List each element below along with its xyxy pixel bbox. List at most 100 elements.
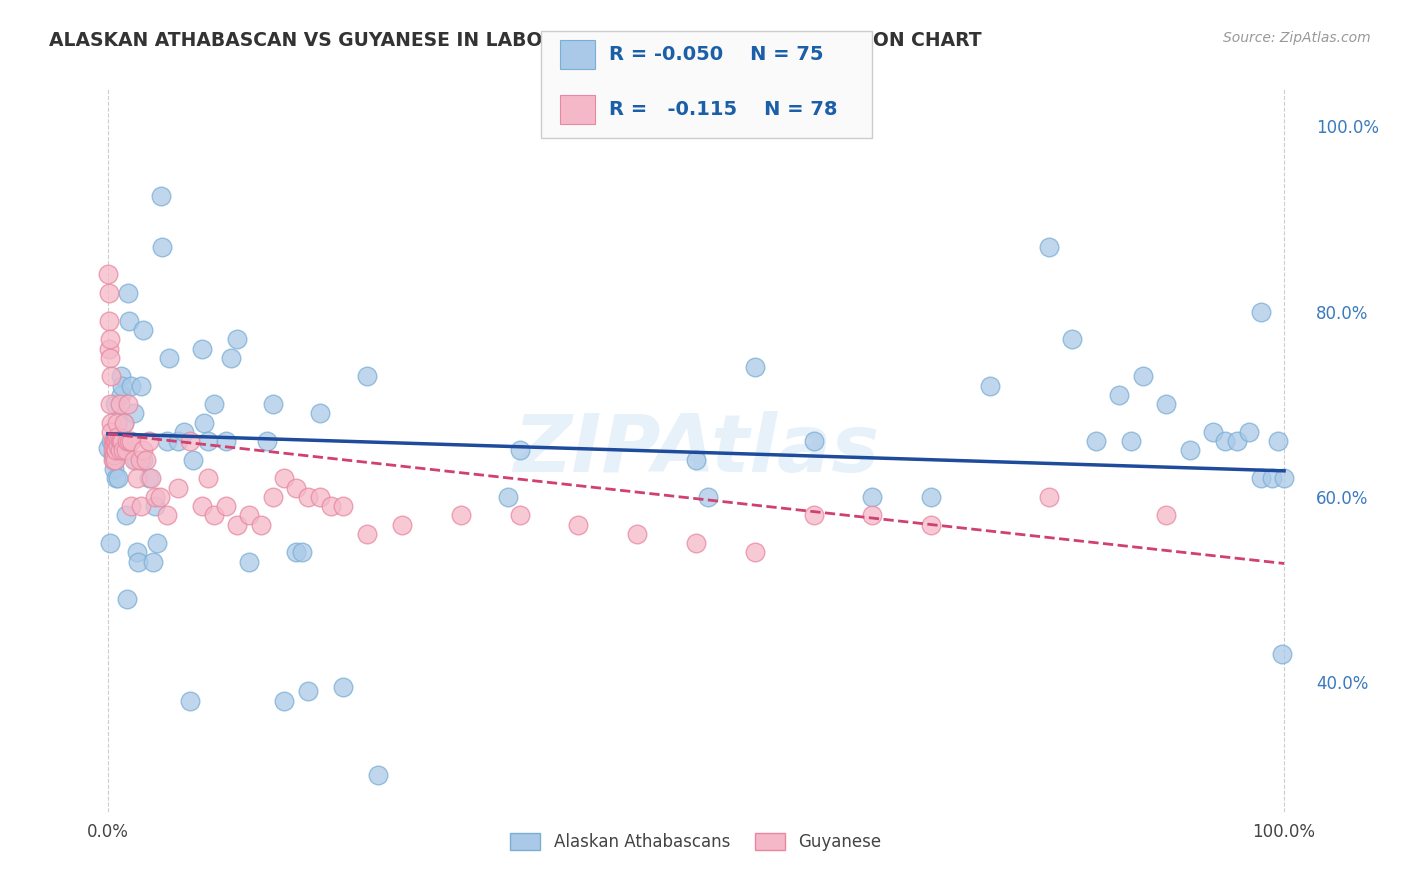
Point [103,439,125,453]
Point [285,481,308,495]
Point [238,555,260,569]
Point [156,434,179,449]
Point [249,517,271,532]
Point [112,416,135,430]
Point [332,499,354,513]
Point [127,555,149,569]
Text: ALASKAN ATHABASCAN VS GUYANESE IN LABOR FORCE | AGE > 16 CORRELATION CHART: ALASKAN ATHABASCAN VS GUYANESE IN LABOR … [49,31,981,51]
Point [125,452,148,467]
Point [118,434,141,449]
Point [696,490,718,504]
Point [308,490,330,504]
Point [108,443,131,458]
Point [920,517,942,532]
Y-axis label: In Labor Force | Age > 16: In Labor Force | Age > 16 [0,353,8,548]
Point [98,351,121,365]
Point [103,434,125,449]
Point [127,471,149,485]
Point [103,434,125,449]
Point [191,342,214,356]
Point [103,452,125,467]
Point [391,517,413,532]
Point [100,425,122,439]
Point [108,429,131,443]
Point [1226,434,1249,449]
Point [214,499,236,513]
Point [146,536,169,550]
Point [626,526,648,541]
Point [114,443,136,458]
Point [104,397,127,411]
Point [226,517,249,532]
Point [105,443,128,458]
Point [101,443,124,458]
Point [97,268,120,282]
Point [167,434,190,449]
Point [920,490,942,504]
Point [221,351,243,365]
Point [356,369,378,384]
Point [104,452,127,467]
Point [202,508,225,523]
Text: R =   -0.115    N = 78: R = -0.115 N = 78 [609,100,838,120]
Point [104,452,127,467]
Point [1084,434,1107,449]
Point [143,499,166,513]
Point [173,425,195,439]
Point [1261,471,1284,485]
Point [101,452,124,467]
Point [135,452,157,467]
Text: Source: ZipAtlas.com: Source: ZipAtlas.com [1223,31,1371,45]
Point [1132,369,1154,384]
Point [108,397,131,411]
Point [100,369,122,384]
Point [1213,434,1236,449]
Legend: Alaskan Athabascans, Guyanese: Alaskan Athabascans, Guyanese [503,826,889,857]
Point [108,443,131,458]
Point [103,448,125,462]
Point [104,443,127,458]
Point [101,434,124,449]
Point [1038,490,1060,504]
Point [101,448,124,462]
Point [117,397,139,411]
Point [1202,425,1225,439]
Point [1250,471,1272,485]
Point [202,397,225,411]
Point [129,378,152,392]
Point [120,499,142,513]
Point [273,693,295,707]
Point [214,434,236,449]
Point [509,508,531,523]
Point [105,429,128,443]
Point [285,545,308,559]
Point [860,490,883,504]
Point [115,434,138,449]
Point [308,406,330,420]
Point [450,508,472,523]
Point [132,452,155,467]
Point [132,323,155,337]
Point [744,545,766,559]
Point [112,434,135,449]
Point [142,555,165,569]
Point [138,434,160,449]
Point [108,434,131,449]
Point [120,434,142,449]
Point [567,517,589,532]
Point [291,545,314,559]
Point [685,452,707,467]
Point [100,434,122,449]
Point [238,508,260,523]
Point [141,471,163,485]
Point [98,285,121,300]
Point [104,434,127,449]
Point [167,481,190,495]
Point [193,416,215,430]
Point [105,443,128,458]
Point [129,499,152,513]
Point [111,434,134,449]
Point [132,443,155,458]
Point [1267,434,1289,449]
Point [107,471,129,485]
